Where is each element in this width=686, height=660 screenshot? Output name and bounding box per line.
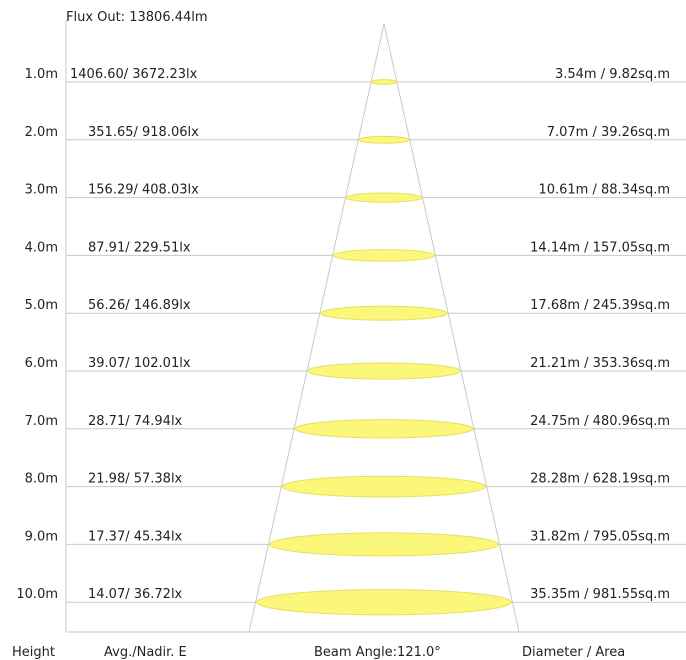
row-diameter-area-label: 17.68m / 245.39sq.m [530,298,670,313]
light-spot-ellipse [358,135,410,144]
flux-out-label: Flux Out: 13806.44lm [66,10,208,25]
footer-beam-angle-label: Beam Angle:121.0° [314,645,441,660]
row-illuminance-label: 87.91/ 229.51lx [88,240,191,255]
row-height-label: 6.0m [25,356,58,371]
row-illuminance-label: 39.07/ 102.01lx [88,356,191,371]
light-spot-ellipse [294,419,474,439]
light-spot-ellipse [307,362,461,380]
row-illuminance-label: 351.65/ 918.06lx [88,125,199,140]
row-height-label: 10.0m [16,587,58,602]
row-diameter-area-label: 14.14m / 157.05sq.m [530,240,670,255]
row-illuminance-label: 1406.60/ 3672.23lx [70,67,198,82]
beam-cone-left-edge [248,23,385,633]
row-illuminance-label: 56.26/ 146.89lx [88,298,191,313]
row-illuminance-label: 17.37/ 45.34lx [88,529,183,544]
row-diameter-area-label: 35.35m / 981.55sq.m [530,587,670,602]
row-illuminance-label: 14.07/ 36.72lx [88,587,183,602]
light-spot-ellipse [370,79,398,85]
footer-illuminance-label: Avg./Nadir. E [104,645,187,660]
row-diameter-area-label: 24.75m / 480.96sq.m [530,414,670,429]
light-spot-ellipse [319,305,449,321]
rows-layer: 1.0m 1406.60/ 3672.23lx 3.54m / 9.82sq.m 2.… [16,67,686,616]
row-diameter-area-label: 10.61m / 88.34sq.m [538,183,670,198]
row-height-label: 9.0m [25,529,58,544]
row-height-label: 1.0m [25,67,58,82]
light-spot-ellipse [332,249,436,262]
row-illuminance-label: 28.71/ 74.94lx [88,414,183,429]
footer-diameter-area-label: Diameter / Area [522,645,625,660]
row-height-label: 2.0m [25,125,58,140]
row-diameter-area-label: 3.54m / 9.82sq.m [555,67,670,82]
row-diameter-area-label: 7.07m / 39.26sq.m [547,125,670,140]
row-illuminance-label: 156.29/ 408.03lx [88,183,199,198]
row-height-label: 4.0m [25,240,58,255]
light-spot-ellipse [345,192,423,203]
row-height-label: 7.0m [25,414,58,429]
light-spot-ellipse [269,532,499,557]
light-spot-ellipse [281,475,487,498]
row-height-label: 5.0m [25,298,58,313]
row-height-label: 8.0m [25,472,58,487]
row-height-label: 3.0m [25,183,58,198]
row-diameter-area-label: 21.21m / 353.36sq.m [530,356,670,371]
row-illuminance-label: 21.98/ 57.38lx [88,472,183,487]
footer-height-label: Height [12,645,55,660]
light-spot-ellipse [256,589,512,616]
row-diameter-area-label: 28.28m / 628.19sq.m [530,472,670,487]
beam-cone-right-edge [383,23,520,633]
row-diameter-area-label: 31.82m / 795.05sq.m [530,529,670,544]
